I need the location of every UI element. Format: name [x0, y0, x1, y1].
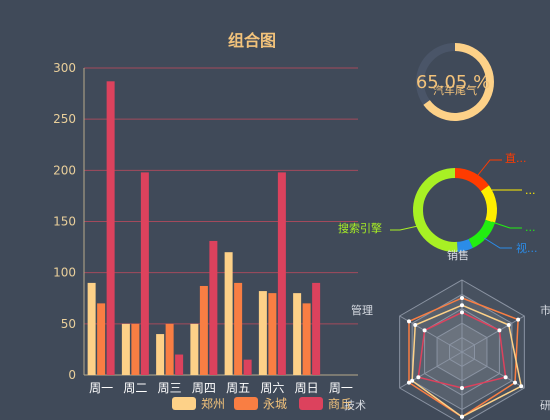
- radar-point: [516, 317, 521, 322]
- donut-label-line: [491, 221, 522, 229]
- legend[interactable]: 郑州 永城 商丘: [172, 396, 352, 411]
- radar-point: [460, 303, 464, 308]
- bar-郑州: [258, 291, 267, 375]
- y-tick-label: 250: [53, 112, 76, 126]
- radar-indicator-label: 管理: [351, 303, 373, 317]
- y-tick-label: 0: [68, 368, 76, 382]
- bar-chart-axes: 周一 周二 周三 周四 周五 周六 周日 周一: [89, 381, 353, 395]
- radar-point: [497, 328, 502, 333]
- donut-chart: 直......... 视... 搜索引擎: [338, 151, 538, 255]
- bar-商丘: [175, 354, 184, 375]
- bar-商丘: [106, 81, 115, 375]
- radar-point: [506, 323, 511, 327]
- bar-商丘: [243, 359, 252, 375]
- bar-商丘: [209, 240, 218, 375]
- radar-point: [460, 310, 464, 315]
- bar-chart-bars: [87, 81, 321, 375]
- bar-郑州: [121, 323, 130, 375]
- radar-point: [460, 414, 464, 419]
- radar-point: [413, 323, 418, 327]
- legend-item-郑州[interactable]: 郑州: [172, 396, 225, 411]
- bar-郑州: [87, 282, 96, 375]
- x-tick-label: 周日: [295, 381, 319, 395]
- bar-永城: [268, 293, 277, 375]
- donut-slice: [413, 168, 458, 252]
- y-tick-label: 300: [53, 61, 76, 75]
- x-tick-label: 周一: [329, 381, 353, 395]
- radar-point: [406, 319, 411, 324]
- gauge-value: 65.05 %: [416, 72, 490, 93]
- donut-slice: [468, 219, 495, 249]
- legend-swatch: [234, 397, 258, 410]
- legend-item-商丘[interactable]: 商丘: [299, 396, 352, 411]
- gauge-progress: [423, 43, 494, 121]
- radar-point: [406, 380, 411, 385]
- donut-label: 直...: [505, 151, 527, 165]
- bar-chart-grid: 0 50 100 150 200 250 300: [53, 61, 358, 382]
- radar-point: [513, 380, 518, 385]
- donut-label-line: [483, 237, 512, 249]
- x-tick-label: 周三: [158, 381, 182, 395]
- y-tick-label: 200: [53, 163, 76, 177]
- bar-郑州: [293, 293, 302, 375]
- x-tick-label: 周二: [123, 381, 147, 395]
- radar-point: [410, 378, 415, 383]
- radar-indicator-label: 研: [540, 399, 550, 412]
- radar-point: [416, 375, 421, 380]
- radar-point: [519, 384, 524, 389]
- bar-郑州: [190, 323, 199, 375]
- donut-slice: [454, 168, 489, 192]
- donut-label: ...: [525, 184, 536, 197]
- radar-point: [460, 386, 464, 390]
- radar-point: [503, 375, 508, 380]
- donut-slice: [480, 185, 497, 223]
- y-tick-label: 100: [53, 266, 76, 280]
- donut-label: 视...: [516, 241, 538, 255]
- radar-indicator-label: 销售: [447, 248, 469, 262]
- radar-indicator-label: 技术: [344, 399, 366, 412]
- donut-label-line: [390, 225, 419, 231]
- legend-swatch: [172, 397, 196, 410]
- bar-商丘: [140, 172, 149, 375]
- donut-label-line: [477, 159, 502, 176]
- bar-永城: [199, 285, 208, 375]
- chart-title: 组合图: [228, 31, 276, 50]
- bar-永城: [97, 303, 106, 375]
- bar-永城: [165, 323, 174, 375]
- x-tick-label: 周六: [260, 381, 284, 395]
- legend-label: 永城: [263, 397, 287, 411]
- x-tick-label: 周五: [226, 381, 250, 395]
- legend-item-永城[interactable]: 永城: [234, 397, 287, 411]
- donut-label: 搜索引擎: [338, 221, 382, 235]
- radar-point: [422, 328, 427, 333]
- bar-永城: [302, 303, 311, 375]
- donut-label: ...: [525, 221, 536, 234]
- bar-商丘: [312, 282, 321, 375]
- x-tick-label: 周四: [192, 381, 216, 395]
- y-tick-label: 50: [61, 317, 76, 331]
- bar-郑州: [224, 252, 233, 375]
- radar-axis-line: [461, 315, 525, 353]
- radar-point: [460, 296, 464, 300]
- bar-永城: [234, 282, 243, 375]
- legend-label: 商丘: [328, 396, 352, 411]
- x-tick-label: 周一: [89, 381, 113, 395]
- donut-slice: [456, 238, 473, 252]
- radar-indicator-label: 市: [540, 303, 550, 317]
- gauge-name: 汽车尾气: [433, 83, 477, 97]
- bar-商丘: [277, 172, 286, 375]
- legend-label: 郑州: [201, 396, 225, 411]
- bar-郑州: [156, 334, 165, 375]
- y-tick-label: 150: [53, 215, 76, 229]
- legend-swatch: [299, 397, 323, 410]
- bar-永城: [131, 323, 140, 375]
